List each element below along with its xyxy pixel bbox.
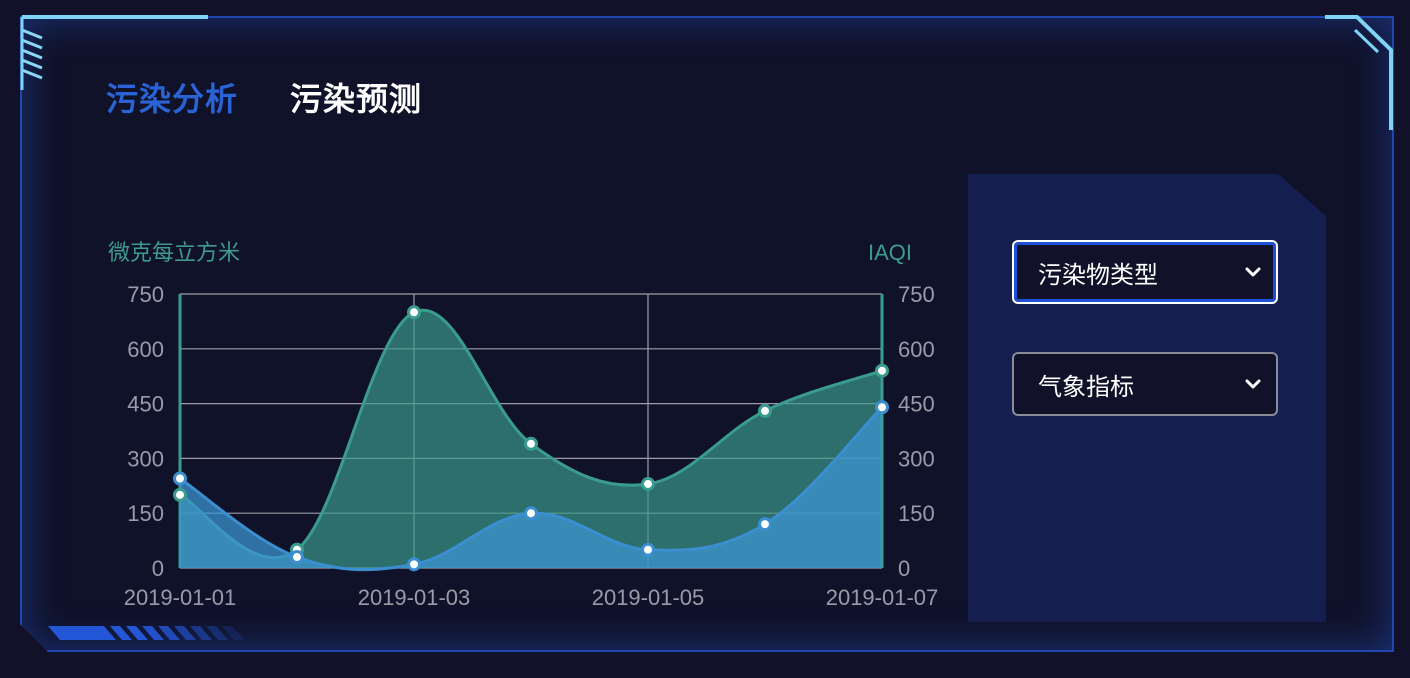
pollutant-type-label: 污染物类型 <box>1038 260 1158 289</box>
data-point <box>641 542 655 557</box>
data-point <box>875 363 889 378</box>
chevron-down-icon <box>1245 267 1261 277</box>
y-tick-label-left: 0 <box>152 556 164 581</box>
series-area <box>180 310 882 568</box>
y-tick-label-left: 300 <box>127 446 164 471</box>
data-point <box>173 487 187 502</box>
y-axis-title-right: IAQI <box>868 240 912 265</box>
data-point <box>641 476 655 491</box>
y-tick-label-right: 150 <box>898 501 935 526</box>
data-point <box>407 557 421 572</box>
y-axis-title-left: 微克每立方米 <box>108 241 240 266</box>
data-point <box>407 305 421 320</box>
data-point <box>524 506 538 521</box>
y-tick-label-left: 150 <box>127 501 164 526</box>
y-tick-label-right: 750 <box>898 282 935 307</box>
data-point <box>758 403 772 418</box>
chevron-down-icon <box>1245 379 1261 389</box>
data-point <box>290 550 304 565</box>
series-area <box>180 407 882 570</box>
y-tick-label-right: 0 <box>898 556 910 581</box>
pollution-chart: 0 0 150 150 300 300 450 450 600 600 750 750 微克每立方米 IA… <box>108 240 939 610</box>
pollutant-type-select[interactable]: 污染物类型 <box>1012 240 1278 304</box>
y-tick-label-left: 750 <box>127 282 164 307</box>
y-tick-label-right: 600 <box>898 337 935 362</box>
tab-pollution-forecast[interactable]: 污染预测 <box>290 80 423 118</box>
y-tick-label-right: 450 <box>898 392 935 417</box>
x-tick-label: 2019-01-01 <box>124 585 237 610</box>
x-tick-label: 2019-01-03 <box>358 585 471 610</box>
x-tick-label: 2019-01-05 <box>592 585 705 610</box>
data-point <box>758 517 772 532</box>
weather-indicator-label: 气象指标 <box>1038 372 1134 401</box>
weather-indicator-select[interactable]: 气象指标 <box>1012 352 1278 416</box>
data-point <box>524 436 538 451</box>
tab-bar: 污染分析 污染预测 <box>106 74 422 120</box>
y-tick-label-left: 450 <box>127 392 164 417</box>
data-point <box>173 471 187 486</box>
y-tick-label-right: 300 <box>898 446 935 471</box>
data-point <box>875 400 889 415</box>
y-tick-label-left: 600 <box>127 337 164 362</box>
filter-panel: 污染物类型 气象指标 <box>968 174 1326 622</box>
tab-pollution-analysis[interactable]: 污染分析 <box>106 80 239 118</box>
x-tick-label: 2019-01-07 <box>826 585 939 610</box>
